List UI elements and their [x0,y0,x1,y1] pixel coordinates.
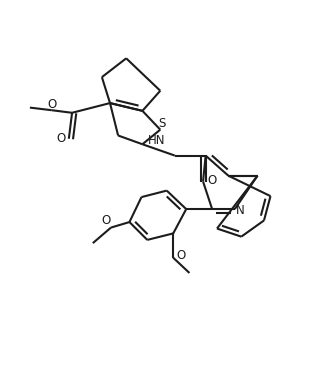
Text: N: N [236,204,245,217]
Text: O: O [101,214,111,227]
Text: HN: HN [148,134,166,147]
Text: O: O [47,98,56,111]
Text: O: O [177,249,186,262]
Text: S: S [158,117,165,130]
Text: O: O [56,132,65,145]
Text: O: O [208,174,217,187]
